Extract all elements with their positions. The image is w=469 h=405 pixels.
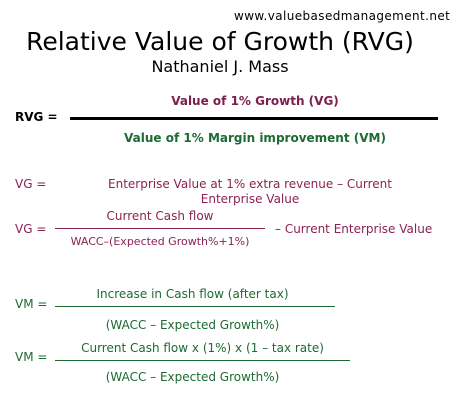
vg-definition-line1: Enterprise Value at 1% extra revenue – C… [108,177,392,191]
vm-denominator-2: (WACC – Expected Growth%) [105,370,280,384]
page-title: Relative Value of Growth (RVG) [26,27,414,56]
vm-numerator-1: Increase in Cash flow (after tax) [96,287,289,301]
rvg-label: RVG = [15,110,58,124]
vm-numerator-2: Current Cash flow x (1%) x (1 – tax rate… [81,341,324,355]
vg-denominator: WACC–(Expected Growth%+1%) [70,235,250,248]
rvg-fraction-line [70,117,438,120]
vg-definition-line2: Enterprise Value [200,192,300,206]
vm-fraction-line-1 [55,306,335,307]
vm-label-2: VM = [15,350,48,364]
vm-denominator-1: (WACC – Expected Growth%) [105,318,280,332]
vg-fraction-line [55,228,265,229]
vg-label-2: VG = [15,222,47,236]
vg-label-1: VG = [15,177,47,191]
rvg-numerator: Value of 1% Growth (VG) [171,94,339,108]
vm-fraction-line-2 [55,360,350,361]
rvg-denominator: Value of 1% Margin improvement (VM) [124,131,386,145]
vg-numerator: Current Cash flow [106,209,214,223]
site-url[interactable]: www.valuebasedmanagement.net [234,9,451,23]
vg-suffix: – Current Enterprise Value [275,222,433,236]
author-name: Nathaniel J. Mass [151,57,289,76]
vm-label-1: VM = [15,297,48,311]
